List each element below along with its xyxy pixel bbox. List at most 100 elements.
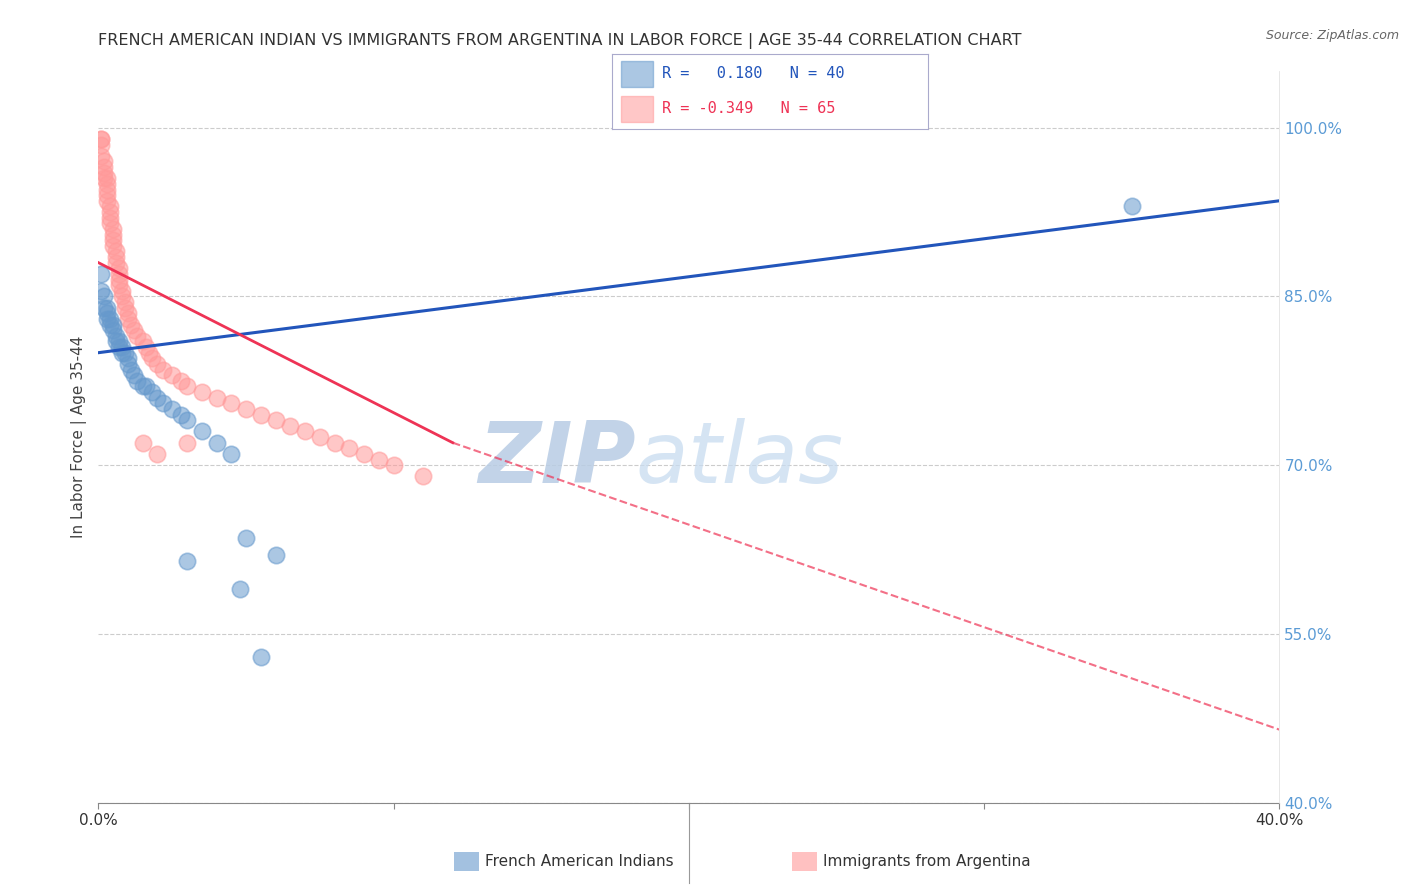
Bar — [621, 62, 652, 87]
Point — [170, 408, 193, 422]
Point — [135, 379, 157, 393]
Point — [219, 396, 242, 410]
Point — [176, 435, 198, 450]
Point — [103, 239, 125, 253]
Point — [235, 401, 257, 416]
Point — [108, 261, 131, 276]
Text: R = -0.349   N = 65: R = -0.349 N = 65 — [662, 102, 835, 116]
Text: R =   0.180   N = 40: R = 0.180 N = 40 — [662, 67, 845, 81]
Point — [176, 554, 198, 568]
Point — [117, 306, 139, 320]
Point — [108, 267, 131, 281]
Point — [98, 216, 121, 230]
Point — [146, 357, 169, 371]
Point — [105, 244, 128, 259]
Point — [90, 149, 112, 163]
Point — [294, 425, 316, 439]
Point — [93, 171, 115, 186]
Point — [103, 227, 125, 242]
Point — [108, 278, 131, 293]
Text: ZIP: ZIP — [478, 417, 636, 500]
Point — [176, 379, 198, 393]
Point — [90, 132, 112, 146]
Point — [96, 312, 118, 326]
Point — [103, 233, 125, 247]
Point — [191, 425, 214, 439]
Text: FRENCH AMERICAN INDIAN VS IMMIGRANTS FROM ARGENTINA IN LABOR FORCE | AGE 35-44 C: FRENCH AMERICAN INDIAN VS IMMIGRANTS FRO… — [98, 33, 1022, 49]
Point — [90, 284, 112, 298]
Point — [105, 334, 128, 349]
Point — [170, 374, 193, 388]
Point — [229, 582, 252, 596]
Point — [98, 211, 121, 225]
Point — [90, 137, 112, 152]
Point — [96, 188, 118, 202]
Point — [135, 340, 157, 354]
Point — [264, 413, 287, 427]
Point — [93, 301, 115, 315]
Point — [162, 368, 183, 383]
Point — [250, 649, 273, 664]
Point — [93, 160, 115, 174]
Point — [205, 391, 228, 405]
Point — [111, 345, 134, 359]
Y-axis label: In Labor Force | Age 35-44: In Labor Force | Age 35-44 — [72, 336, 87, 538]
Text: French American Indians: French American Indians — [485, 855, 673, 869]
Point — [93, 166, 115, 180]
Point — [111, 284, 134, 298]
Point — [191, 385, 214, 400]
Point — [117, 357, 139, 371]
Point — [96, 306, 118, 320]
Point — [141, 351, 163, 366]
Point — [122, 368, 145, 383]
Text: Immigrants from Argentina: Immigrants from Argentina — [823, 855, 1031, 869]
Point — [93, 154, 115, 169]
Point — [117, 312, 139, 326]
Point — [93, 289, 115, 303]
Point — [98, 199, 121, 213]
Point — [176, 413, 198, 427]
Bar — [621, 96, 652, 122]
Point — [96, 194, 118, 208]
Point — [205, 435, 228, 450]
Point — [90, 132, 112, 146]
Point — [114, 295, 136, 310]
Point — [132, 379, 155, 393]
Point — [122, 323, 145, 337]
Point — [323, 435, 346, 450]
Point — [162, 401, 183, 416]
Point — [105, 255, 128, 269]
Point — [146, 447, 169, 461]
Point — [235, 532, 257, 546]
Point — [141, 385, 163, 400]
Point — [1121, 199, 1143, 213]
Text: atlas: atlas — [636, 417, 844, 500]
Point — [96, 171, 118, 186]
Point — [108, 340, 131, 354]
Point — [96, 301, 118, 315]
Point — [382, 458, 405, 473]
Point — [412, 469, 434, 483]
Point — [309, 430, 332, 444]
Point — [98, 205, 121, 219]
Point — [105, 250, 128, 264]
Point — [152, 362, 174, 376]
Point — [339, 442, 360, 456]
Point — [278, 418, 302, 433]
Point — [90, 267, 112, 281]
Point — [111, 340, 134, 354]
Point — [103, 323, 125, 337]
Point — [98, 318, 121, 332]
Point — [125, 374, 148, 388]
Point — [152, 396, 174, 410]
Point — [219, 447, 242, 461]
Point — [120, 362, 142, 376]
Point — [103, 222, 125, 236]
Point — [111, 289, 134, 303]
Point — [120, 318, 142, 332]
Point — [132, 334, 155, 349]
Text: Source: ZipAtlas.com: Source: ZipAtlas.com — [1265, 29, 1399, 42]
Point — [105, 328, 128, 343]
Point — [138, 345, 160, 359]
Point — [353, 447, 375, 461]
